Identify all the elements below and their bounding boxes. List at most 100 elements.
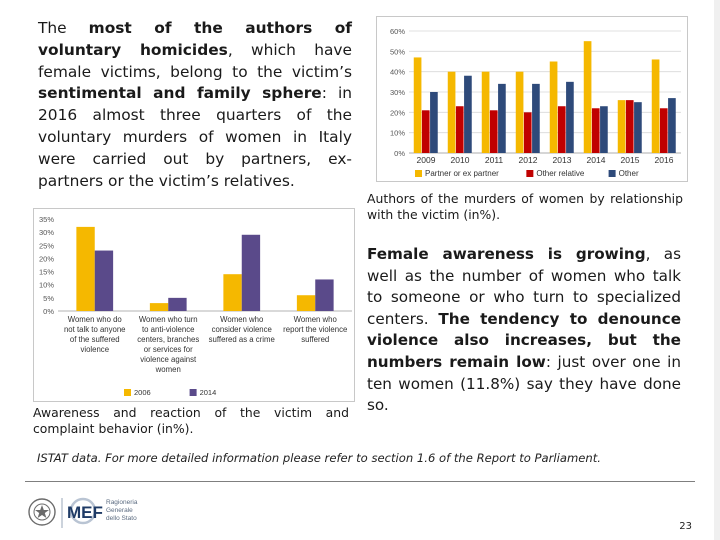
text-run: The <box>38 19 89 37</box>
x-tick-label: centers, branches <box>137 335 199 344</box>
y-tick-label: 10% <box>390 129 405 138</box>
bar <box>617 100 626 153</box>
y-tick-label: 20% <box>39 254 54 263</box>
bar <box>430 92 438 153</box>
bar <box>583 41 592 153</box>
bar <box>498 83 506 153</box>
mef-ring <box>69 497 97 525</box>
legend-label: 2014 <box>200 388 217 397</box>
bar <box>447 71 456 153</box>
intro-paragraph: The most of the authors of voluntary hom… <box>38 18 352 192</box>
x-tick-label: 2010 <box>451 155 470 165</box>
bar <box>455 106 464 153</box>
y-tick-label: 60% <box>390 27 405 36</box>
bold-run: sentimental and family sphere <box>38 84 322 103</box>
y-tick-label: 35% <box>39 215 54 224</box>
x-tick-label: not talk to anyone <box>64 325 126 334</box>
bar <box>481 71 490 153</box>
legend-label: 2006 <box>134 388 151 397</box>
murders-by-relationship-chart: 0% 10% 20% 30% 40% 50% 60% 2009 2010 2011 2012 2013… <box>376 16 688 182</box>
y-tick-label: 0% <box>394 149 405 158</box>
x-tick-label: violence <box>80 345 109 354</box>
bar <box>464 75 472 153</box>
bar <box>651 59 660 153</box>
bar <box>523 112 532 153</box>
x-tick-label: 2009 <box>417 155 436 165</box>
text-run: : just over one in ten women (11.8%) say… <box>367 352 681 415</box>
x-tick-label: of the suffered <box>70 335 120 344</box>
x-tick-label: suffered as a crime <box>209 335 275 344</box>
x-tick-label: 2012 <box>519 155 538 165</box>
x-tick-label: 2011 <box>485 155 504 165</box>
legend-label: Other <box>619 169 639 178</box>
bar <box>241 234 261 311</box>
legend-swatch <box>415 170 422 177</box>
italy-emblem-icon <box>28 498 56 526</box>
page-number: 23 <box>679 521 692 532</box>
bar <box>659 108 668 153</box>
chart1-caption: Authors of the murders of women by relat… <box>367 191 683 222</box>
bar <box>557 106 566 153</box>
bar <box>223 274 242 311</box>
legend-label: Partner or ex partner <box>425 169 499 178</box>
x-tick-label: Women who <box>294 315 338 324</box>
x-tick-label: 2013 <box>553 155 572 165</box>
mef-logo: MEF Ragioneria Generale dello Stato <box>28 497 138 528</box>
chart2-caption: Awareness and reaction of the victim and… <box>33 405 349 436</box>
bar <box>421 110 430 153</box>
legend-label: Other relative <box>536 169 585 178</box>
x-tick-label: Women who <box>220 315 264 324</box>
y-tick-label: 30% <box>39 228 54 237</box>
bar <box>549 61 558 153</box>
logo-line2: Generale <box>106 507 133 514</box>
bar <box>296 295 316 311</box>
x-tick-label: suffered <box>301 335 329 344</box>
legend-swatch <box>608 170 616 177</box>
awareness-reaction-chart: 0% 5% 10% 15% 20% 25% 30% 35% Women who do not ta… <box>33 208 355 402</box>
y-tick-label: 40% <box>390 68 405 77</box>
y-tick-label: 15% <box>39 268 54 277</box>
x-tick-label: report the violence <box>283 325 347 334</box>
side-stripe <box>714 0 720 540</box>
x-tick-label: violence against <box>140 355 197 364</box>
bar <box>76 226 95 311</box>
bold-run: most of the authors of voluntary homicid… <box>38 19 352 59</box>
mef-wordmark: MEF <box>67 503 103 522</box>
y-tick-label: 10% <box>39 281 54 290</box>
logo-line1: Ragioneria <box>106 499 138 506</box>
awareness-paragraph: Female awareness is growing, as well as … <box>367 244 681 417</box>
bold-run: Female awareness is growing <box>367 245 646 263</box>
y-tick-label: 30% <box>390 88 405 97</box>
logo-line3: dello Stato <box>106 515 137 522</box>
bar <box>168 297 187 311</box>
x-tick-label: 2014 <box>587 155 606 165</box>
bar <box>600 106 608 153</box>
x-tick-label: 2015 <box>621 155 640 165</box>
bar <box>515 71 524 153</box>
x-tick-label: 2016 <box>655 155 674 165</box>
text-run: , as well as the number of women who tal… <box>367 245 682 328</box>
bar <box>94 250 114 311</box>
y-tick-label: 25% <box>39 241 54 250</box>
y-tick-label: 0% <box>43 307 54 316</box>
source-note: ISTAT data. For more detailed informatio… <box>37 451 601 465</box>
bold-run: The tendency to denounce violence also i… <box>367 309 681 371</box>
bar <box>634 102 642 153</box>
x-tick-label: Women who do <box>68 315 123 324</box>
x-tick-label: women <box>155 365 181 374</box>
legend-swatch <box>526 170 534 177</box>
bar <box>566 81 574 153</box>
bar <box>532 83 540 153</box>
bar <box>625 100 634 153</box>
text-run: : in 2016 almost three quarters of the v… <box>38 84 352 190</box>
bar <box>315 279 334 311</box>
x-tick-label: to anti-violence <box>142 325 194 334</box>
footer-divider <box>25 481 695 482</box>
bar <box>489 110 498 153</box>
y-tick-label: 50% <box>390 47 405 56</box>
y-tick-label: 20% <box>390 108 405 117</box>
x-tick-label: consider violence <box>212 325 272 334</box>
x-tick-label: or services for <box>144 345 193 354</box>
text-run: , which have female victims, belong to t… <box>38 40 352 81</box>
